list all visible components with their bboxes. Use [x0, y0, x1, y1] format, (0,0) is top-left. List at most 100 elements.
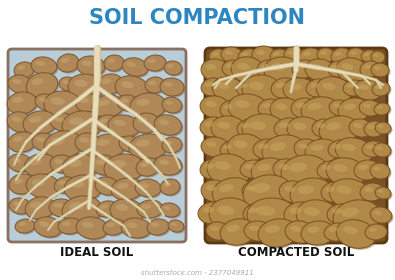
Ellipse shape — [244, 221, 272, 241]
Ellipse shape — [122, 58, 148, 76]
Ellipse shape — [233, 140, 248, 148]
Ellipse shape — [203, 181, 230, 204]
Ellipse shape — [305, 139, 339, 163]
Text: SOIL COMPACTION: SOIL COMPACTION — [89, 8, 305, 28]
Ellipse shape — [32, 133, 56, 151]
Ellipse shape — [250, 121, 266, 130]
Ellipse shape — [80, 98, 89, 103]
Ellipse shape — [312, 119, 336, 137]
Ellipse shape — [214, 78, 245, 103]
Text: shutterstock.com · 2377049911: shutterstock.com · 2377049911 — [141, 270, 253, 276]
Ellipse shape — [342, 144, 356, 151]
Ellipse shape — [209, 198, 255, 232]
Ellipse shape — [51, 157, 75, 174]
Ellipse shape — [318, 78, 353, 105]
Ellipse shape — [147, 78, 166, 95]
Ellipse shape — [11, 199, 32, 216]
Ellipse shape — [160, 78, 184, 96]
Ellipse shape — [335, 52, 342, 56]
Ellipse shape — [233, 58, 266, 85]
Ellipse shape — [100, 204, 108, 209]
Ellipse shape — [243, 175, 293, 211]
Ellipse shape — [220, 100, 244, 118]
Ellipse shape — [212, 52, 219, 56]
Ellipse shape — [297, 185, 314, 194]
Ellipse shape — [295, 102, 305, 108]
Ellipse shape — [62, 80, 69, 84]
Ellipse shape — [108, 115, 140, 137]
Ellipse shape — [320, 51, 327, 55]
Ellipse shape — [335, 138, 373, 164]
Ellipse shape — [364, 121, 384, 137]
Ellipse shape — [162, 80, 186, 97]
Ellipse shape — [251, 158, 287, 184]
Ellipse shape — [244, 76, 284, 107]
Ellipse shape — [164, 183, 171, 187]
Ellipse shape — [120, 137, 143, 154]
Ellipse shape — [295, 140, 322, 161]
Ellipse shape — [374, 83, 391, 97]
Ellipse shape — [365, 224, 387, 240]
Ellipse shape — [329, 100, 351, 116]
Ellipse shape — [323, 183, 348, 204]
Ellipse shape — [76, 217, 108, 239]
Ellipse shape — [370, 163, 390, 179]
Ellipse shape — [121, 81, 134, 88]
Ellipse shape — [340, 99, 371, 123]
Ellipse shape — [244, 115, 288, 148]
Ellipse shape — [136, 158, 160, 176]
Ellipse shape — [218, 82, 229, 89]
Ellipse shape — [36, 61, 45, 66]
Ellipse shape — [76, 94, 100, 112]
Ellipse shape — [265, 225, 280, 233]
Ellipse shape — [46, 132, 83, 161]
Ellipse shape — [135, 140, 150, 147]
Ellipse shape — [206, 222, 230, 240]
Ellipse shape — [258, 99, 282, 117]
Ellipse shape — [111, 178, 143, 200]
Ellipse shape — [258, 62, 280, 80]
Ellipse shape — [317, 48, 335, 62]
Ellipse shape — [278, 164, 290, 170]
Ellipse shape — [201, 59, 229, 81]
Ellipse shape — [296, 200, 340, 232]
Ellipse shape — [206, 141, 216, 147]
Ellipse shape — [70, 75, 105, 102]
Ellipse shape — [44, 131, 82, 159]
Ellipse shape — [343, 80, 365, 96]
Ellipse shape — [205, 122, 214, 127]
Ellipse shape — [77, 95, 102, 114]
Ellipse shape — [8, 132, 36, 152]
Ellipse shape — [307, 60, 337, 83]
Ellipse shape — [105, 220, 126, 237]
Ellipse shape — [166, 141, 173, 145]
Ellipse shape — [349, 119, 373, 137]
Ellipse shape — [13, 136, 23, 142]
Ellipse shape — [12, 97, 23, 103]
Ellipse shape — [301, 221, 335, 245]
Ellipse shape — [64, 197, 103, 226]
Ellipse shape — [336, 220, 376, 248]
Ellipse shape — [51, 137, 65, 145]
Ellipse shape — [77, 218, 109, 241]
Ellipse shape — [305, 59, 335, 81]
Ellipse shape — [225, 50, 233, 55]
Ellipse shape — [114, 120, 126, 126]
Ellipse shape — [326, 122, 341, 130]
Ellipse shape — [351, 120, 374, 139]
Ellipse shape — [203, 60, 230, 83]
Ellipse shape — [98, 202, 119, 219]
Ellipse shape — [273, 52, 280, 56]
Ellipse shape — [241, 52, 249, 56]
Ellipse shape — [9, 174, 35, 194]
Ellipse shape — [258, 219, 298, 247]
Ellipse shape — [243, 203, 271, 223]
Ellipse shape — [9, 133, 38, 154]
Ellipse shape — [211, 116, 247, 142]
Ellipse shape — [284, 47, 304, 63]
Ellipse shape — [111, 200, 145, 225]
Ellipse shape — [133, 113, 159, 133]
Ellipse shape — [198, 202, 228, 224]
Ellipse shape — [126, 222, 137, 228]
Ellipse shape — [168, 220, 184, 232]
